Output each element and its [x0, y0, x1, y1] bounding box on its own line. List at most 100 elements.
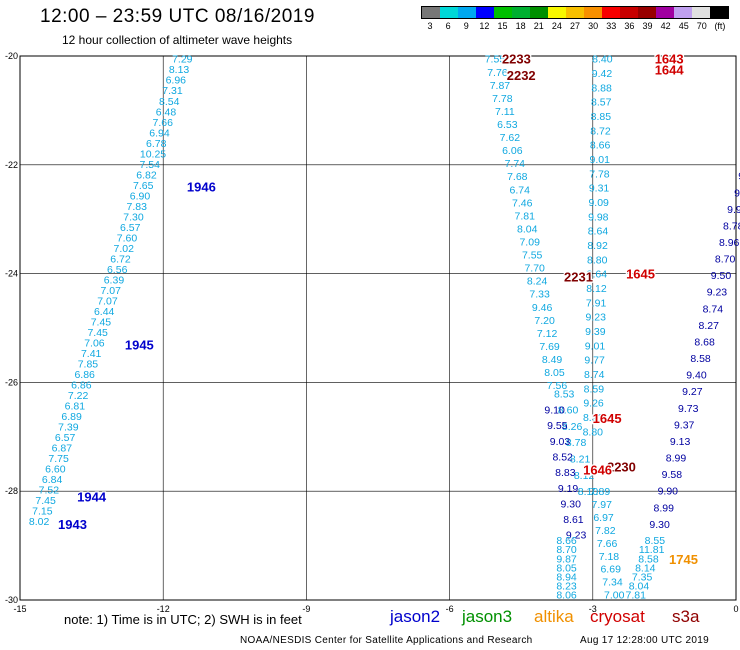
- wave-height-value: 8.02: [29, 516, 50, 528]
- wave-height-value: 7.82: [595, 525, 616, 537]
- wave-height-value: 9.26: [583, 398, 604, 410]
- pass-time-label: 2232: [507, 68, 536, 83]
- wave-height-value: 7.45: [91, 316, 112, 328]
- wave-height-value: 8.05: [544, 367, 565, 379]
- lon-tick-label: -9: [302, 604, 310, 614]
- wave-height-value: 8.83: [555, 467, 576, 479]
- wave-height-value: 8.54: [159, 96, 180, 108]
- wave-height-value: 6.87: [52, 443, 73, 455]
- legend-item-cryosat: cryosat: [590, 607, 645, 626]
- wave-height-value: 9.98: [588, 211, 609, 223]
- scale-label: 21: [533, 21, 544, 31]
- scale-swatch: [494, 7, 512, 18]
- wave-height-value: 8.04: [629, 580, 650, 592]
- wave-height-value: 7.54: [140, 159, 161, 171]
- wave-height-value: 9.01: [590, 154, 611, 166]
- color-scale-labels: 3 6 9 12 15 18 21 24 27 30 33 36 39 42 45 70 (ft): [421, 21, 729, 35]
- wave-height-value: 7.89: [590, 486, 611, 498]
- wave-height-value: 8.99: [666, 453, 687, 465]
- satellite-tracks: 7.298.136.967.318.546.487.666.946.7810.2…: [29, 54, 740, 602]
- pass-time-label: 2233: [502, 52, 531, 67]
- wave-height-value: 7.45: [35, 495, 56, 507]
- wave-height-value: 6.82: [136, 169, 157, 181]
- scale-label: (ft): [714, 21, 726, 31]
- wave-height-value: 7.75: [48, 453, 69, 465]
- wave-height-value: 7.33: [529, 289, 550, 301]
- wave-height-value: 9.19: [558, 483, 579, 495]
- wave-height-value: 8.40: [592, 54, 613, 66]
- wave-height-value: 6.74: [510, 184, 531, 196]
- lat-tick-label: -30: [5, 595, 18, 605]
- wave-height-value: 6.84: [42, 474, 63, 486]
- wave-height-value: 7.85: [78, 358, 99, 370]
- wave-height-value: 8.21: [570, 454, 591, 466]
- wave-height-value: 8.13: [169, 64, 190, 76]
- map-frame: [19, 55, 737, 601]
- wave-height-value: 8.68: [694, 336, 715, 348]
- wave-height-value: 9.0: [734, 187, 740, 199]
- legend-item-jason2: jason2: [390, 607, 441, 626]
- lon-tick-label: -12: [157, 604, 170, 614]
- lon-tick-label: -3: [589, 604, 597, 614]
- wave-height-value: 6.57: [55, 432, 76, 444]
- wave-height-value: 10.25: [140, 148, 166, 160]
- pass-time-label: 1643: [655, 52, 684, 67]
- scale-swatch: [584, 7, 602, 18]
- wave-height-value: 8.59: [584, 383, 605, 395]
- wave-height-value: 9.77: [584, 355, 605, 367]
- credit-line: NOAA/NESDIS Center for Satellite Applica…: [240, 635, 533, 646]
- wave-height-value: 8.70: [556, 544, 577, 556]
- wave-height-value: 6.53: [497, 119, 518, 131]
- wave-height-value: 9.03: [550, 436, 571, 448]
- scale-swatch: [602, 7, 620, 18]
- wave-height-value: 6.97: [593, 512, 614, 524]
- wave-height-value: 9.90: [658, 486, 679, 498]
- page-subtitle: 12 hour collection of altimeter wave hei…: [62, 33, 293, 47]
- wave-height-value: 8.64: [588, 226, 609, 238]
- legend-item-jason3: jason3: [462, 607, 513, 626]
- wave-height-value: 8.24: [527, 276, 548, 288]
- scale-label: 30: [588, 21, 599, 31]
- scale-swatch: [548, 7, 566, 18]
- wave-height-value: 8.78: [723, 220, 740, 232]
- wave-height-value: 7.22: [68, 390, 89, 402]
- wave-height-value: 8.66: [556, 535, 577, 547]
- wave-height-value: 8.80: [583, 426, 604, 438]
- wave-height-value: 7.81: [515, 210, 536, 222]
- wave-height-value: 7.09: [519, 237, 540, 249]
- wave-height-value: 9.58: [662, 469, 683, 481]
- wave-height-value: 7.07: [100, 285, 121, 297]
- wave-height-value: 9.37: [674, 419, 695, 431]
- scale-label: 36: [624, 21, 635, 31]
- wave-height-value: 9.93: [727, 204, 740, 216]
- wave-height-value: 7.62: [500, 132, 521, 144]
- wave-height-value: 8.78: [566, 437, 587, 449]
- wave-height-value: 6.78: [146, 138, 167, 150]
- wave-height-value: 7.69: [539, 341, 560, 353]
- wave-height-value: 6.81: [65, 401, 86, 413]
- wave-height-value: 7.68: [507, 171, 528, 183]
- scale-label: 3: [427, 21, 433, 31]
- map-grid: -15 -12 -9 -6 -3 0-20-22-24-26-28-30: [5, 51, 739, 614]
- color-scale-bar: [421, 6, 729, 19]
- wave-height-value: 7.74: [505, 158, 526, 170]
- wave-height-value: 9.30: [649, 519, 670, 531]
- scale-label: 27: [569, 21, 581, 31]
- wave-height-value: 8.53: [554, 388, 575, 400]
- wave-height-value: 9.42: [592, 68, 613, 80]
- wave-height-value: 7.11: [495, 106, 515, 118]
- wave-height-value: 7.12: [537, 328, 558, 340]
- wave-height-value: 7.41: [81, 348, 102, 360]
- wave-height-value: 7.39: [58, 422, 79, 434]
- legend-item-altika: altika: [534, 607, 574, 626]
- wave-height-value: 8.92: [587, 240, 608, 252]
- wave-height-value: 6.48: [156, 106, 177, 118]
- wave-height-value: 8.72: [590, 125, 611, 137]
- wave-height-value: 7.78: [589, 168, 610, 180]
- wave-height-value: 6.86: [74, 369, 95, 381]
- scale-label: 15: [497, 21, 508, 31]
- wave-height-value: 7.02: [113, 243, 134, 255]
- scale-swatch: [656, 7, 674, 18]
- wave-height-value: 8.12: [574, 470, 595, 482]
- wave-height-value: 6.94: [149, 127, 170, 139]
